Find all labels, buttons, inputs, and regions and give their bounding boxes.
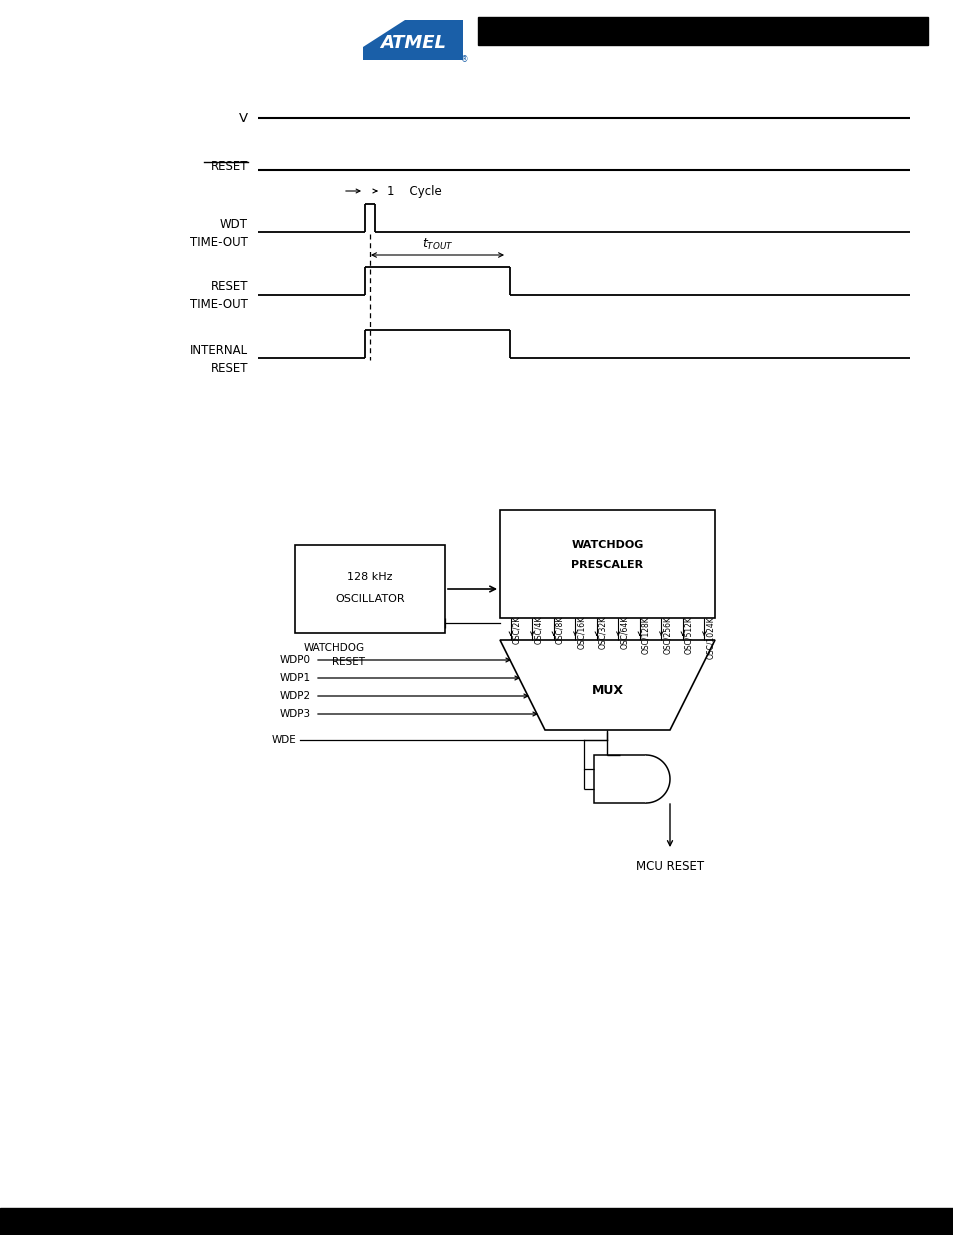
- Text: WATCHDOG: WATCHDOG: [304, 643, 365, 653]
- Bar: [477, 17, 927, 44]
- Text: RESET: RESET: [211, 280, 248, 294]
- Text: PRESCALER: PRESCALER: [571, 559, 643, 571]
- Polygon shape: [363, 20, 462, 61]
- Text: OSC/4K: OSC/4K: [533, 616, 542, 645]
- Text: MUX: MUX: [591, 683, 623, 697]
- Text: OSC/8K: OSC/8K: [555, 616, 563, 645]
- Text: OSC/2K: OSC/2K: [512, 616, 520, 645]
- Text: 1    Cycle: 1 Cycle: [387, 184, 441, 198]
- Polygon shape: [645, 755, 669, 803]
- Text: OSC/32K: OSC/32K: [598, 616, 607, 650]
- Text: TIME-OUT: TIME-OUT: [190, 299, 248, 311]
- Text: OSC/1024K: OSC/1024K: [705, 616, 714, 658]
- Text: RESET: RESET: [211, 362, 248, 374]
- Bar: [499, 510, 714, 618]
- Text: ATMEL: ATMEL: [379, 35, 446, 52]
- Text: WDE: WDE: [271, 735, 295, 745]
- Text: OSC/512K: OSC/512K: [683, 616, 693, 653]
- Text: ®: ®: [460, 56, 468, 64]
- Text: INTERNAL: INTERNAL: [190, 343, 248, 357]
- Text: WDP2: WDP2: [279, 692, 311, 701]
- Text: OSCILLATOR: OSCILLATOR: [335, 594, 404, 604]
- Text: $t_{TOUT}$: $t_{TOUT}$: [421, 237, 453, 252]
- Text: WATCHDOG: WATCHDOG: [571, 540, 643, 550]
- Text: WDP3: WDP3: [279, 709, 311, 719]
- Text: TIME-OUT: TIME-OUT: [190, 236, 248, 248]
- Text: OSC/256K: OSC/256K: [662, 616, 671, 655]
- Text: WDP0: WDP0: [280, 655, 311, 664]
- Text: MCU RESET: MCU RESET: [636, 860, 703, 872]
- Bar: [594, 755, 645, 803]
- Text: OSC/64K: OSC/64K: [619, 616, 628, 650]
- Text: RESET: RESET: [332, 657, 365, 667]
- Text: RESET: RESET: [211, 161, 248, 173]
- Polygon shape: [499, 640, 714, 730]
- Text: OSC/16K: OSC/16K: [577, 616, 585, 650]
- Bar: [294, 545, 444, 634]
- Text: V: V: [238, 111, 248, 125]
- Text: WDT: WDT: [220, 217, 248, 231]
- Text: 128 kHz: 128 kHz: [347, 572, 393, 582]
- Bar: [0, 1208, 953, 1235]
- Text: OSC/128K: OSC/128K: [640, 616, 650, 653]
- Text: WDP1: WDP1: [279, 673, 311, 683]
